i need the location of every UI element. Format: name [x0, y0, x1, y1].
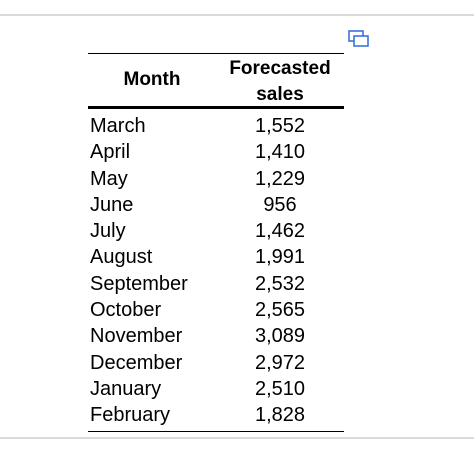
table-top-rule [88, 53, 344, 54]
forecasted-sales-cell: 2,510 [254, 377, 306, 400]
table-header-row: Month Forecasted sales [88, 54, 344, 106]
table-row: October 2,565 [88, 297, 344, 323]
forecasted-sales-cell: 2,565 [254, 299, 306, 322]
table-header-rule [88, 106, 344, 109]
forecasted-sales-cell: 2,532 [254, 272, 306, 295]
table-row: March 1,552 [88, 113, 344, 139]
sales-forecast-table: Month Forecasted sales March 1,552 April 1,… [88, 53, 344, 432]
table-row: July 1,462 [88, 218, 344, 244]
month-cell: November [90, 325, 183, 348]
forecasted-sales-cell: 1,410 [254, 141, 306, 164]
forecasted-sales-cell: 1,991 [254, 246, 306, 269]
month-cell: January [90, 377, 162, 400]
bottom-divider [0, 437, 474, 439]
month-cell: October [90, 299, 162, 322]
table-body: March 1,552 April 1,410 May 1,229 June 956 July 1… [88, 109, 344, 431]
month-cell: June [90, 193, 134, 216]
column-header-forecasted-sales: Forecasted sales [229, 58, 331, 105]
column-header-month: Month [123, 69, 181, 90]
table-row: November 3,089 [88, 323, 344, 349]
month-cell: April [90, 141, 131, 164]
table-row: June 956 [88, 192, 344, 218]
table-bottom-rule [88, 430, 344, 432]
table-row: December 2,972 [88, 350, 344, 376]
table-row: May 1,229 [88, 166, 344, 192]
copy-icon[interactable] [348, 30, 370, 48]
forecasted-sales-cell: 1,229 [254, 167, 306, 190]
month-cell: February [90, 404, 171, 427]
table-row: September 2,532 [88, 271, 344, 297]
month-cell: May [90, 167, 128, 190]
table-row: February 1,828 [88, 402, 344, 428]
forecasted-sales-cell: 1,462 [254, 220, 306, 243]
month-cell: December [90, 351, 183, 374]
table-row: January 2,510 [88, 376, 344, 402]
month-cell: March [90, 115, 146, 137]
forecasted-sales-cell: 3,089 [254, 325, 306, 348]
month-cell: September [90, 272, 188, 295]
month-cell: August [90, 246, 153, 269]
top-divider [0, 14, 474, 16]
forecasted-sales-cell: 956 [263, 193, 297, 216]
forecasted-sales-cell: 1,552 [254, 115, 306, 137]
forecasted-sales-cell: 2,972 [254, 351, 306, 374]
table-row: April 1,410 [88, 139, 344, 165]
forecasted-sales-cell: 1,828 [254, 404, 306, 427]
month-cell: July [90, 220, 126, 243]
table-row: August 1,991 [88, 244, 344, 270]
